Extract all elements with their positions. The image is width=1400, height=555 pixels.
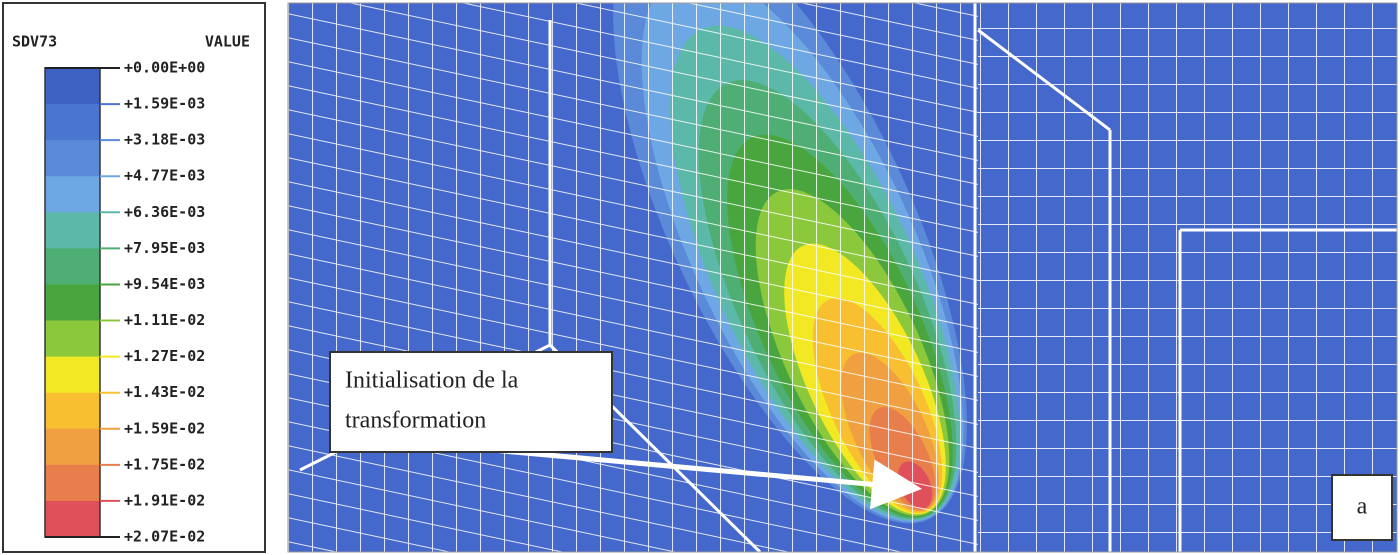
mesh-right bbox=[978, 3, 1397, 552]
legend-swatch bbox=[45, 500, 100, 538]
legend-swatch bbox=[45, 68, 100, 105]
legend-label: +6.36E-03 bbox=[124, 203, 205, 221]
legend-label: +1.59E-03 bbox=[124, 95, 205, 113]
legend-swatch bbox=[45, 356, 100, 394]
legend-swatch bbox=[45, 212, 100, 249]
legend-swatch bbox=[45, 104, 100, 141]
annotation-line: transformation bbox=[345, 408, 486, 434]
legend-swatch bbox=[45, 320, 100, 358]
legend-label: +1.91E-02 bbox=[124, 491, 205, 509]
legend-swatch bbox=[45, 428, 100, 466]
legend-swatch bbox=[45, 464, 100, 502]
legend-swatch bbox=[45, 248, 100, 285]
legend-swatch bbox=[45, 392, 100, 430]
legend-label: +1.11E-02 bbox=[124, 311, 205, 329]
legend-label: +0.00E+00 bbox=[124, 59, 205, 77]
legend-label: +3.18E-03 bbox=[124, 131, 205, 149]
mesh-left bbox=[288, 3, 978, 552]
legend-label: +2.07E-02 bbox=[124, 528, 205, 546]
legend-swatch bbox=[45, 176, 100, 213]
panel-label-box bbox=[1331, 474, 1393, 541]
legend-swatch bbox=[45, 140, 100, 177]
legend-variable: SDV73 bbox=[12, 33, 57, 51]
annotation-line: Initialisation de la bbox=[345, 368, 519, 394]
annotation-arrow bbox=[469, 445, 922, 510]
legend-label: +9.54E-03 bbox=[124, 275, 205, 293]
annotation-box bbox=[329, 351, 613, 453]
panel-label: a bbox=[1357, 494, 1368, 520]
legend-label: +4.77E-03 bbox=[124, 167, 205, 185]
legend-label: +1.59E-02 bbox=[124, 419, 205, 437]
legend-heading: VALUE bbox=[205, 33, 250, 51]
legend: +0.00E+00 +1.59E-03 +3.18E-03 +4.77E-03 +6.3… bbox=[44, 59, 205, 546]
legend-label: +1.75E-02 bbox=[124, 455, 205, 473]
legend-swatch bbox=[45, 284, 100, 322]
legend-label: +1.43E-02 bbox=[124, 383, 205, 401]
legend-label: +1.27E-02 bbox=[124, 347, 205, 365]
contour-plot bbox=[288, 3, 1397, 552]
plot-frame bbox=[287, 2, 1398, 553]
legend-label: +7.95E-03 bbox=[124, 239, 205, 257]
